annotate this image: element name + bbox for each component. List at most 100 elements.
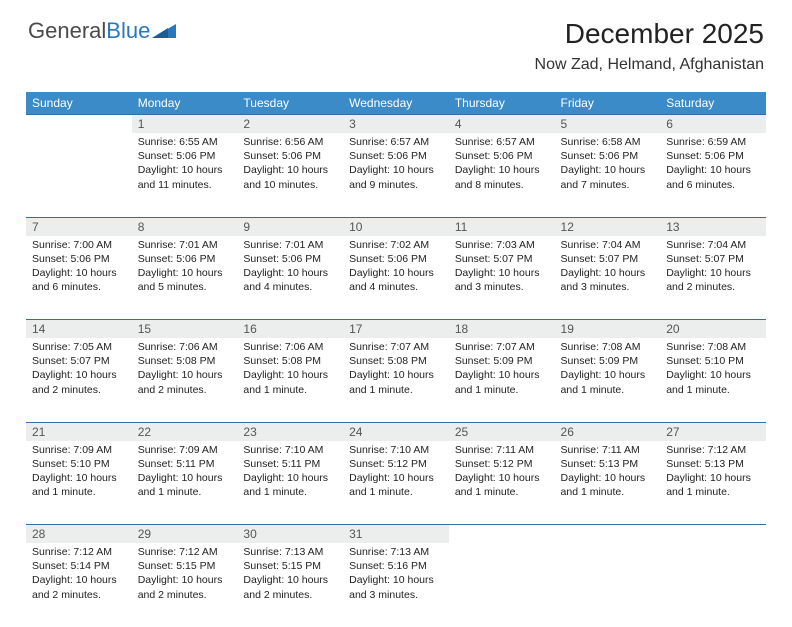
day-number-cell bbox=[26, 115, 132, 134]
sunrise-text: Sunrise: 7:00 AM bbox=[32, 238, 126, 252]
sunset-text: Sunset: 5:14 PM bbox=[32, 559, 126, 573]
sunrise-text: Sunrise: 7:09 AM bbox=[32, 443, 126, 457]
day-number-cell: 22 bbox=[132, 422, 238, 441]
sunset-text: Sunset: 5:07 PM bbox=[561, 252, 655, 266]
day-number-cell: 13 bbox=[660, 217, 766, 236]
day-number-cell: 12 bbox=[555, 217, 661, 236]
sunset-text: Sunset: 5:06 PM bbox=[666, 149, 760, 163]
sunset-text: Sunset: 5:07 PM bbox=[666, 252, 760, 266]
day-number-cell: 27 bbox=[660, 422, 766, 441]
day-cell: Sunrise: 7:10 AMSunset: 5:12 PMDaylight:… bbox=[343, 441, 449, 525]
daylight-text: Daylight: 10 hours and 1 minute. bbox=[349, 471, 443, 499]
daylight-text: Daylight: 10 hours and 1 minute. bbox=[666, 471, 760, 499]
day-number-cell: 31 bbox=[343, 525, 449, 544]
daylight-text: Daylight: 10 hours and 4 minutes. bbox=[243, 266, 337, 294]
day-cell: Sunrise: 7:01 AMSunset: 5:06 PMDaylight:… bbox=[237, 236, 343, 320]
sunset-text: Sunset: 5:06 PM bbox=[243, 149, 337, 163]
weekday-header: Tuesday bbox=[237, 92, 343, 115]
daylight-text: Daylight: 10 hours and 3 minutes. bbox=[561, 266, 655, 294]
day-cell: Sunrise: 7:02 AMSunset: 5:06 PMDaylight:… bbox=[343, 236, 449, 320]
day-cell: Sunrise: 7:08 AMSunset: 5:10 PMDaylight:… bbox=[660, 338, 766, 422]
day-number-cell bbox=[555, 525, 661, 544]
sunset-text: Sunset: 5:13 PM bbox=[561, 457, 655, 471]
daylight-text: Daylight: 10 hours and 2 minutes. bbox=[32, 573, 126, 601]
day-number-cell: 19 bbox=[555, 320, 661, 339]
title-block: December 2025 Now Zad, Helmand, Afghanis… bbox=[535, 18, 764, 74]
day-cell: Sunrise: 7:03 AMSunset: 5:07 PMDaylight:… bbox=[449, 236, 555, 320]
content-row: Sunrise: 6:55 AMSunset: 5:06 PMDaylight:… bbox=[26, 133, 766, 217]
day-number-cell: 25 bbox=[449, 422, 555, 441]
day-cell: Sunrise: 7:12 AMSunset: 5:14 PMDaylight:… bbox=[26, 543, 132, 627]
day-cell: Sunrise: 7:06 AMSunset: 5:08 PMDaylight:… bbox=[132, 338, 238, 422]
location: Now Zad, Helmand, Afghanistan bbox=[535, 56, 764, 74]
sunset-text: Sunset: 5:06 PM bbox=[561, 149, 655, 163]
day-number-cell: 30 bbox=[237, 525, 343, 544]
sunset-text: Sunset: 5:15 PM bbox=[243, 559, 337, 573]
content-row: Sunrise: 7:09 AMSunset: 5:10 PMDaylight:… bbox=[26, 441, 766, 525]
day-cell: Sunrise: 7:07 AMSunset: 5:08 PMDaylight:… bbox=[343, 338, 449, 422]
daylight-text: Daylight: 10 hours and 3 minutes. bbox=[349, 573, 443, 601]
daylight-text: Daylight: 10 hours and 6 minutes. bbox=[666, 163, 760, 191]
calendar-body: 123456Sunrise: 6:55 AMSunset: 5:06 PMDay… bbox=[26, 115, 766, 627]
sunrise-text: Sunrise: 7:06 AM bbox=[243, 340, 337, 354]
sunrise-text: Sunrise: 6:58 AM bbox=[561, 135, 655, 149]
sunset-text: Sunset: 5:06 PM bbox=[349, 149, 443, 163]
day-number-cell: 24 bbox=[343, 422, 449, 441]
daylight-text: Daylight: 10 hours and 1 minute. bbox=[138, 471, 232, 499]
sunset-text: Sunset: 5:08 PM bbox=[349, 354, 443, 368]
sunrise-text: Sunrise: 7:12 AM bbox=[32, 545, 126, 559]
sunrise-text: Sunrise: 6:56 AM bbox=[243, 135, 337, 149]
daylight-text: Daylight: 10 hours and 1 minute. bbox=[455, 471, 549, 499]
day-number-cell: 14 bbox=[26, 320, 132, 339]
calendar-table: SundayMondayTuesdayWednesdayThursdayFrid… bbox=[26, 92, 766, 627]
day-cell bbox=[26, 133, 132, 217]
header: GeneralBlue December 2025 Now Zad, Helma… bbox=[0, 0, 792, 82]
sunrise-text: Sunrise: 7:02 AM bbox=[349, 238, 443, 252]
daylight-text: Daylight: 10 hours and 10 minutes. bbox=[243, 163, 337, 191]
weekday-header: Friday bbox=[555, 92, 661, 115]
day-number-cell: 7 bbox=[26, 217, 132, 236]
sunset-text: Sunset: 5:11 PM bbox=[243, 457, 337, 471]
sunrise-text: Sunrise: 7:05 AM bbox=[32, 340, 126, 354]
sunrise-text: Sunrise: 6:59 AM bbox=[666, 135, 760, 149]
day-number-cell: 17 bbox=[343, 320, 449, 339]
logo-triangle-icon bbox=[152, 22, 176, 40]
sunrise-text: Sunrise: 7:07 AM bbox=[455, 340, 549, 354]
day-cell: Sunrise: 7:07 AMSunset: 5:09 PMDaylight:… bbox=[449, 338, 555, 422]
day-cell: Sunrise: 7:04 AMSunset: 5:07 PMDaylight:… bbox=[660, 236, 766, 320]
day-cell: Sunrise: 7:13 AMSunset: 5:16 PMDaylight:… bbox=[343, 543, 449, 627]
day-number-cell: 10 bbox=[343, 217, 449, 236]
sunrise-text: Sunrise: 7:12 AM bbox=[138, 545, 232, 559]
weekday-header: Saturday bbox=[660, 92, 766, 115]
daylight-text: Daylight: 10 hours and 2 minutes. bbox=[138, 573, 232, 601]
day-number-cell: 16 bbox=[237, 320, 343, 339]
sunset-text: Sunset: 5:06 PM bbox=[138, 149, 232, 163]
day-number-cell: 18 bbox=[449, 320, 555, 339]
daylight-text: Daylight: 10 hours and 2 minutes. bbox=[138, 368, 232, 396]
sunset-text: Sunset: 5:16 PM bbox=[349, 559, 443, 573]
content-row: Sunrise: 7:05 AMSunset: 5:07 PMDaylight:… bbox=[26, 338, 766, 422]
sunset-text: Sunset: 5:06 PM bbox=[349, 252, 443, 266]
sunset-text: Sunset: 5:15 PM bbox=[138, 559, 232, 573]
day-cell: Sunrise: 7:08 AMSunset: 5:09 PMDaylight:… bbox=[555, 338, 661, 422]
sunset-text: Sunset: 5:09 PM bbox=[561, 354, 655, 368]
day-number-cell: 26 bbox=[555, 422, 661, 441]
sunrise-text: Sunrise: 7:01 AM bbox=[138, 238, 232, 252]
day-number-cell bbox=[449, 525, 555, 544]
sunset-text: Sunset: 5:12 PM bbox=[455, 457, 549, 471]
day-cell: Sunrise: 7:06 AMSunset: 5:08 PMDaylight:… bbox=[237, 338, 343, 422]
daylight-text: Daylight: 10 hours and 11 minutes. bbox=[138, 163, 232, 191]
day-cell bbox=[660, 543, 766, 627]
sunset-text: Sunset: 5:06 PM bbox=[32, 252, 126, 266]
day-number-cell: 2 bbox=[237, 115, 343, 134]
sunrise-text: Sunrise: 7:04 AM bbox=[561, 238, 655, 252]
month-title: December 2025 bbox=[535, 18, 764, 50]
sunset-text: Sunset: 5:07 PM bbox=[455, 252, 549, 266]
day-number-cell: 21 bbox=[26, 422, 132, 441]
sunrise-text: Sunrise: 7:11 AM bbox=[455, 443, 549, 457]
content-row: Sunrise: 7:00 AMSunset: 5:06 PMDaylight:… bbox=[26, 236, 766, 320]
daylight-text: Daylight: 10 hours and 8 minutes. bbox=[455, 163, 549, 191]
logo-part1: General bbox=[28, 18, 106, 43]
day-cell: Sunrise: 6:56 AMSunset: 5:06 PMDaylight:… bbox=[237, 133, 343, 217]
sunset-text: Sunset: 5:06 PM bbox=[455, 149, 549, 163]
